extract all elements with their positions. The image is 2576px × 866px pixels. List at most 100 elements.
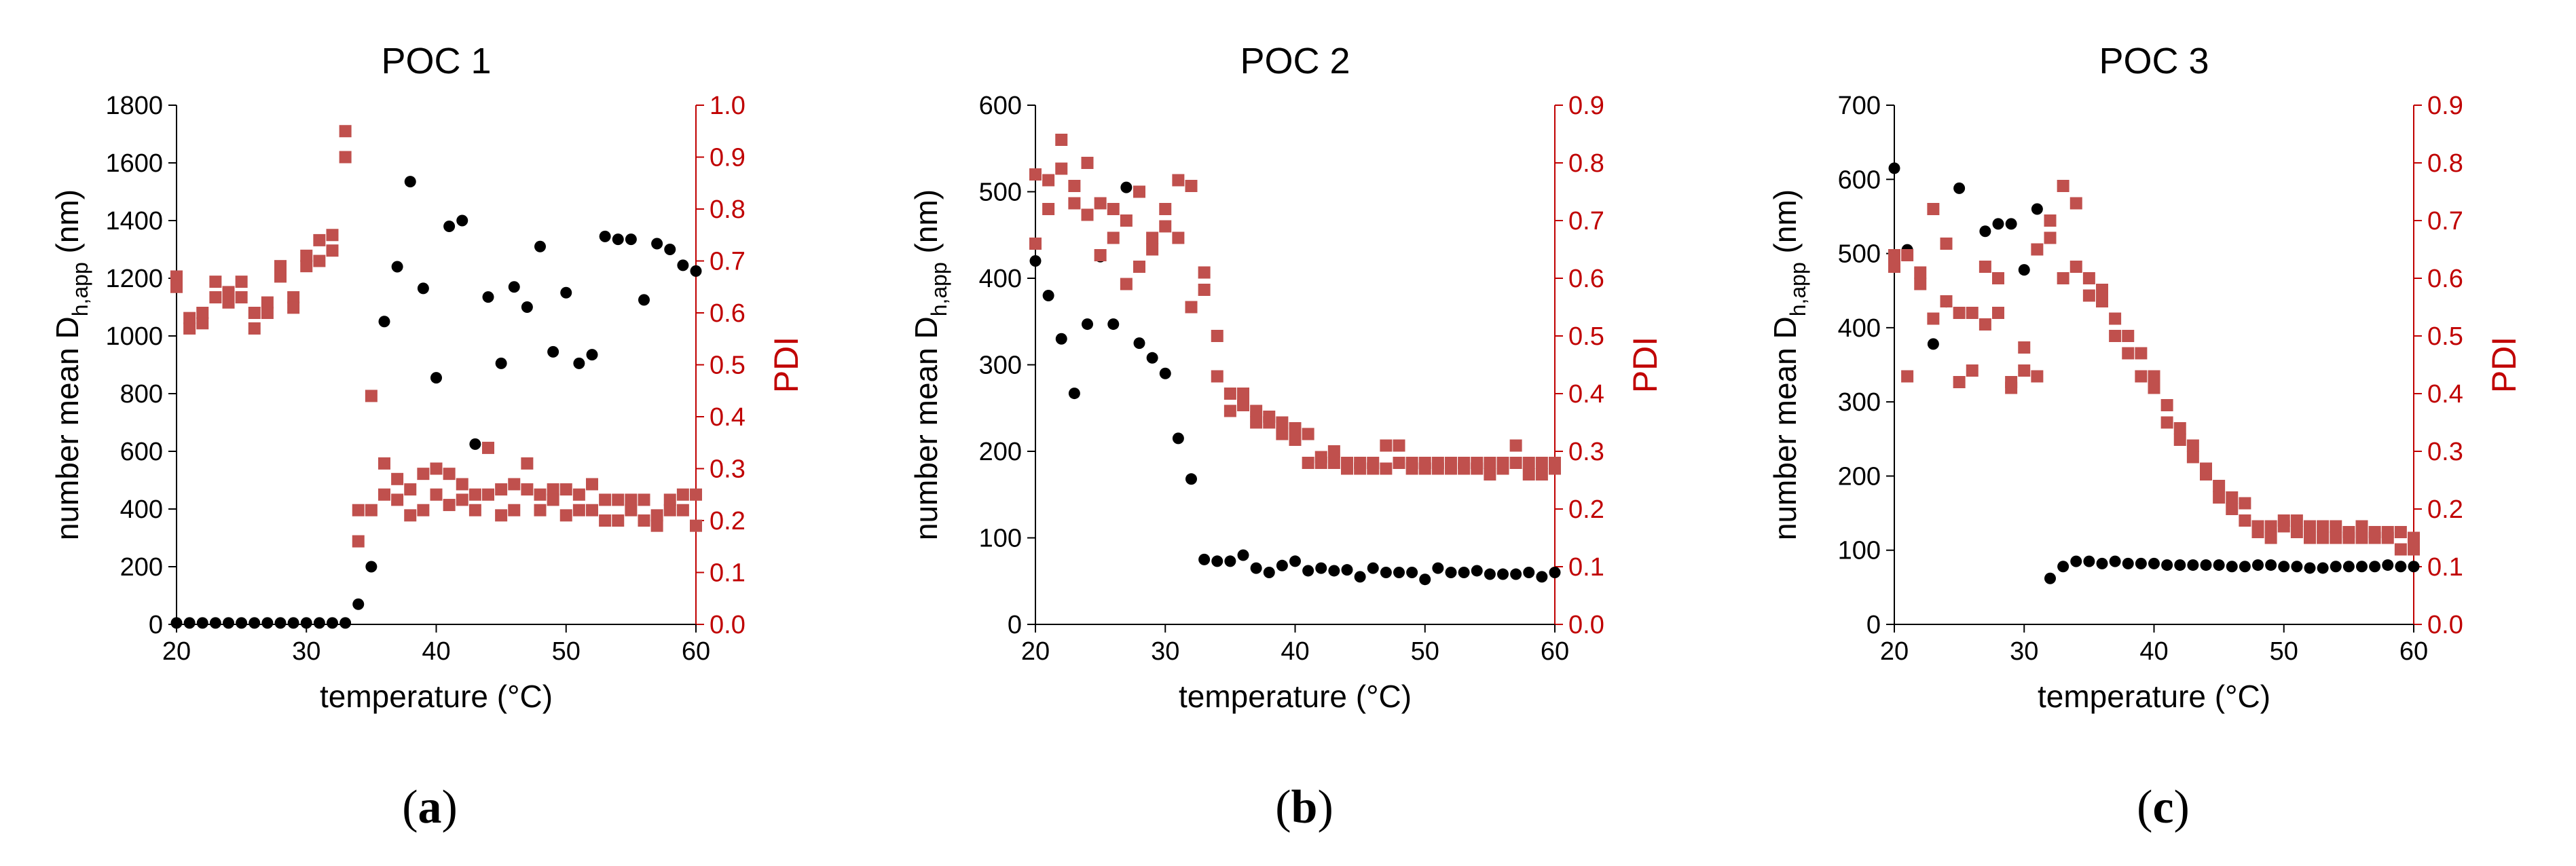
- pdi-point: [2082, 289, 2095, 302]
- pdi-point: [2251, 526, 2264, 538]
- dh-point: [2057, 561, 2069, 573]
- dh-point: [1419, 573, 1431, 586]
- x-tick-label: 40: [422, 637, 450, 666]
- pdi-point: [1509, 439, 1522, 452]
- y2-tick-label: 0.7: [1568, 207, 1604, 236]
- chart-title: POC 2: [1240, 41, 1350, 81]
- x-tick-label: 20: [162, 637, 191, 666]
- pdi-point: [1302, 428, 1314, 440]
- y2-tick-label: 0.5: [710, 352, 746, 380]
- pdi-point: [365, 390, 378, 402]
- pdi-point: [572, 488, 585, 501]
- pdi-point: [339, 151, 352, 164]
- dh-point: [1146, 352, 1158, 364]
- pdi-point: [1966, 364, 1979, 377]
- dh-point: [249, 617, 261, 629]
- panel-label-c: (c): [2137, 781, 2190, 833]
- pdi-point: [1211, 370, 1223, 383]
- pdi-point: [521, 483, 534, 496]
- pdi-point: [663, 504, 676, 516]
- dh-point: [2148, 557, 2160, 569]
- pdi-point: [2160, 416, 2173, 429]
- dh-point: [2135, 557, 2147, 569]
- pdi-point: [2355, 520, 2368, 533]
- pdi-point: [2213, 480, 2226, 492]
- pdi-point: [1120, 278, 1133, 290]
- pdi-point: [1276, 428, 1289, 440]
- dh-point: [677, 259, 689, 271]
- pdi-point: [1211, 330, 1223, 342]
- y-tick-label: 500: [1838, 240, 1881, 269]
- dh-point: [2317, 562, 2329, 574]
- pdi-point: [2005, 381, 2018, 394]
- y2-tick-label: 0.2: [1568, 495, 1604, 524]
- dh-point: [1276, 559, 1288, 571]
- dh-point: [2278, 561, 2290, 573]
- dh-point: [378, 316, 390, 328]
- pdi-point: [1289, 422, 1302, 434]
- pdi-point: [2394, 543, 2407, 556]
- pdi-point: [508, 478, 521, 491]
- pdi-point: [2304, 531, 2316, 544]
- pdi-point: [235, 291, 248, 304]
- pdi-point: [430, 462, 443, 475]
- dh-point: [521, 301, 533, 313]
- pdi-point: [1509, 457, 1522, 469]
- pdi-point: [1146, 231, 1159, 244]
- dh-point: [2356, 561, 2368, 573]
- pdi-point: [2096, 284, 2108, 296]
- dh-point: [651, 238, 663, 250]
- dh-point: [2109, 555, 2121, 567]
- y-axis-label-main: number mean D: [908, 316, 944, 540]
- pdi-point: [1263, 416, 1276, 429]
- y2-tick-label: 0.9: [710, 144, 746, 172]
- y-axis-label-unit: (nm): [50, 189, 85, 262]
- y2-tick-label: 0.0: [1568, 611, 1604, 639]
- pdi-point: [1992, 272, 2004, 284]
- y2-tick-label: 0.9: [1568, 92, 1604, 120]
- pdi-point: [508, 504, 521, 516]
- pdi-point: [2044, 231, 2057, 244]
- pdi-point: [1522, 457, 1535, 469]
- pdi-point: [638, 514, 650, 527]
- pdi-point: [1237, 399, 1249, 411]
- x-tick-label: 30: [2010, 637, 2038, 666]
- y2-tick-label: 0.5: [2427, 322, 2463, 351]
- pdi-point: [663, 493, 676, 506]
- pdi-point: [300, 249, 313, 262]
- dh-point: [1523, 567, 1535, 578]
- pdi-point: [586, 478, 598, 491]
- pdi-point: [196, 317, 209, 330]
- chart-poc1: POC 1 0 200 400 600 800 1000 1200 1400 1600 1800 0.…: [50, 41, 805, 714]
- dh-point: [2161, 559, 2173, 571]
- pdi-point: [2135, 347, 2148, 360]
- pdi-point: [2122, 347, 2135, 360]
- dh-point: [2330, 561, 2342, 573]
- y-axis-label-main: number mean D: [1767, 316, 1803, 540]
- pdi-point: [1914, 266, 1927, 279]
- dh-point: [625, 233, 637, 246]
- pdi-point: [625, 493, 638, 506]
- pdi-point: [1146, 243, 1159, 256]
- y-tick-label: 1600: [105, 149, 163, 178]
- dh-point: [236, 617, 248, 629]
- y2-tick-label: 0.3: [710, 455, 746, 484]
- pdi-series: [1888, 180, 2420, 556]
- pdi-point: [222, 286, 235, 299]
- pdi-point: [2290, 526, 2303, 538]
- pdi-point: [209, 291, 222, 304]
- pdi-point: [1223, 388, 1236, 400]
- dh-point: [2070, 555, 2082, 567]
- dh-point: [339, 617, 352, 629]
- dh-point: [2122, 557, 2134, 569]
- pdi-point: [2200, 468, 2212, 481]
- dh-point: [287, 617, 299, 629]
- pdi-point: [300, 260, 313, 273]
- y2-axis-label: PDI: [767, 337, 805, 393]
- dh-point: [2369, 561, 2381, 573]
- dh-point: [690, 265, 702, 277]
- dh-point: [300, 617, 312, 629]
- y2-tick-label: 0.2: [2427, 495, 2463, 524]
- y-tick-label: 200: [1838, 462, 1881, 491]
- dh-point: [1029, 255, 1042, 267]
